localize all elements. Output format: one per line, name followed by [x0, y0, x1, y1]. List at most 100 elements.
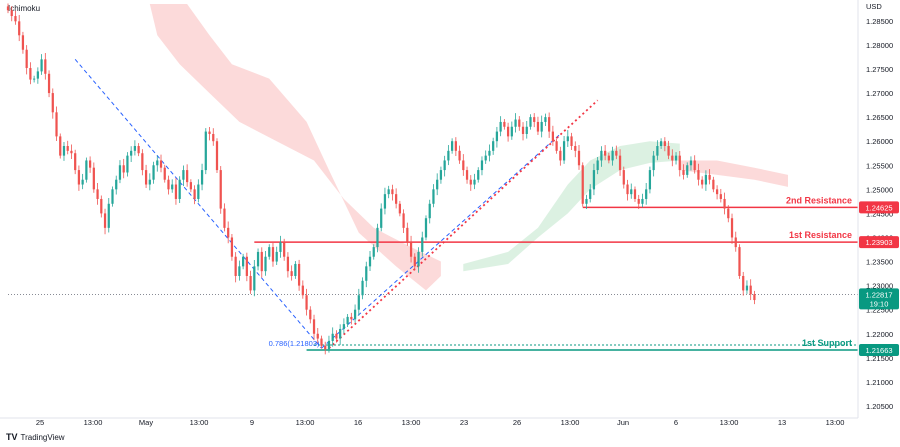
candle-body [503, 121, 506, 127]
candle-body [368, 256, 372, 267]
ichimoku-cloud [149, 4, 788, 291]
candle-body [436, 179, 439, 190]
candle-body [555, 141, 558, 151]
candle-body [387, 189, 390, 195]
candle-body [122, 165, 125, 173]
candle-body [585, 198, 588, 204]
candle-body [413, 256, 416, 267]
price-tag-bg-1 [859, 236, 899, 249]
candle-body [443, 160, 446, 171]
candle-body [674, 155, 678, 161]
candle-body [689, 160, 693, 166]
candle-body [533, 117, 536, 122]
candle-body [249, 275, 252, 291]
candle-body [242, 256, 245, 267]
candle-body [320, 338, 323, 346]
candle-body [223, 208, 226, 228]
candle-body [294, 263, 297, 276]
candle-body [118, 165, 122, 180]
y-tick-label: 1.28500 [866, 17, 893, 26]
y-axis-unit: USD [866, 2, 882, 11]
candle-body [309, 309, 312, 320]
candle-body [200, 170, 204, 185]
candle-body [604, 150, 607, 156]
x-tick-label: May [139, 418, 153, 427]
candle-body [174, 184, 178, 199]
candle-body [268, 247, 271, 257]
candle-body [671, 155, 674, 161]
candle-body [137, 146, 140, 154]
candle-body [256, 251, 260, 267]
x-tick-label: 13:00 [190, 418, 209, 427]
candle-body [701, 179, 704, 185]
candle-body [723, 198, 726, 209]
candle-body [111, 189, 114, 204]
candle-body [745, 285, 749, 291]
x-tick-label: 23 [460, 418, 468, 427]
current-price-tag-bg [859, 288, 899, 310]
candle-body [645, 189, 648, 199]
candle-body [100, 198, 103, 214]
candle-body [686, 165, 689, 175]
y-tick-label: 1.27000 [866, 89, 893, 98]
candle-body [529, 117, 532, 127]
level-name-1: 1st Resistance [789, 230, 852, 240]
y-tick-label: 1.22000 [866, 330, 893, 339]
y-tick-label: 1.21000 [866, 378, 893, 387]
candle-body [652, 155, 655, 171]
candle-body [510, 126, 513, 137]
candle-body [581, 165, 584, 204]
candle-body [346, 316, 349, 325]
candle-body [144, 170, 148, 185]
y-tick-label: 1.22500 [866, 306, 893, 315]
candle-body [324, 345, 327, 350]
candle-body [66, 146, 69, 151]
candle-body [245, 256, 248, 276]
candle-body [208, 131, 211, 134]
price-tag-bg-2 [859, 343, 899, 356]
candle-body [115, 179, 118, 190]
candle-body [197, 184, 200, 199]
candle-body [663, 141, 666, 147]
candle-body [372, 247, 375, 257]
candle-body [682, 170, 685, 175]
candle-body [85, 160, 88, 180]
candle-body [417, 251, 420, 267]
y-tick-label: 1.21500 [866, 354, 893, 363]
candle-body [383, 194, 387, 209]
x-tick-label: 6 [674, 418, 678, 427]
candle-body [10, 10, 13, 17]
y-tick-label: 1.26500 [866, 113, 893, 122]
candle-body [551, 131, 554, 142]
candle-body [473, 179, 476, 185]
cloud-bull-1 [463, 141, 680, 272]
candle-body [21, 35, 25, 50]
candle-body [264, 256, 267, 272]
candle-body [480, 160, 484, 171]
candle-body [514, 119, 517, 127]
candle-body [637, 198, 640, 204]
candle-body [55, 112, 58, 137]
candle-body [130, 150, 133, 156]
x-tick-label: 13:00 [84, 418, 103, 427]
candle-body [753, 294, 756, 301]
candle-body [312, 319, 316, 334]
x-tick-label: 13:00 [826, 418, 845, 427]
candle-body [402, 213, 405, 228]
candle-body [488, 150, 491, 156]
x-tick-label: 13:00 [720, 418, 739, 427]
candle-body [462, 160, 465, 171]
candle-body [697, 170, 700, 180]
candle-body [380, 208, 383, 228]
candle-body [107, 203, 110, 228]
candle-body [227, 227, 230, 238]
candle-body [283, 242, 286, 257]
candle-body [219, 170, 222, 209]
candle-body [193, 189, 196, 199]
candle-body [712, 179, 715, 190]
candle-body [395, 194, 398, 204]
candle-body [659, 141, 663, 147]
candle-body [171, 184, 174, 190]
